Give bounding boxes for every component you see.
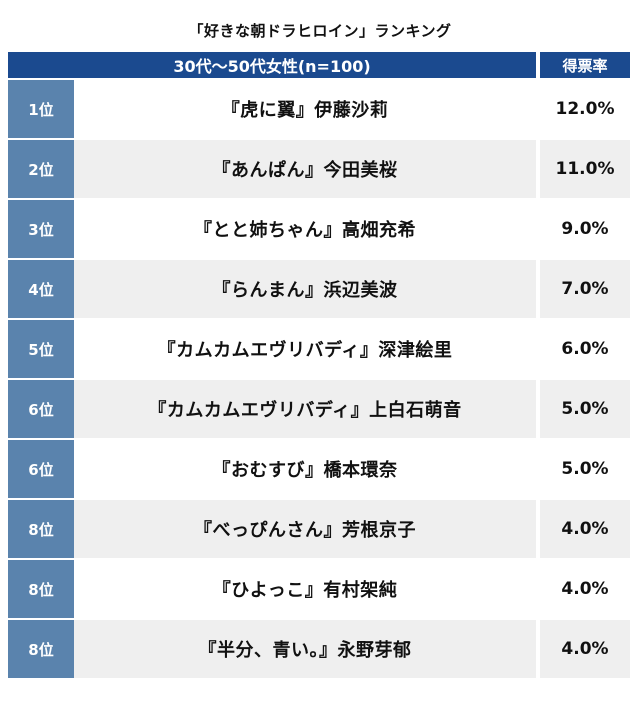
cell-gap [536,380,540,438]
heroine-name-cell: 『らんまん』浜辺美波 [74,260,536,318]
cell-gap [536,260,540,318]
table-row: 5位 『カムカムエヴリバディ』深津絵里 6.0% [8,320,630,378]
cell-gap [536,320,540,378]
table-row: 4位 『らんまん』浜辺美波 7.0% [8,260,630,318]
chart-title: 「好きな朝ドラヒロイン」ランキング [188,22,452,40]
table-row: 8位 『ひよっこ』有村架純 4.0% [8,560,630,618]
vote-rate-cell: 4.0% [540,620,630,678]
vote-rate-cell: 5.0% [540,380,630,438]
rank-cell: 3位 [8,200,74,258]
vote-rate-cell: 11.0% [540,140,630,198]
table-row: 3位 『とと姉ちゃん』高畑充希 9.0% [8,200,630,258]
vote-rate-cell: 4.0% [540,500,630,558]
rank-cell: 2位 [8,140,74,198]
rank-cell: 8位 [8,500,74,558]
rank-cell: 8位 [8,620,74,678]
cell-gap [536,560,540,618]
cell-gap [536,620,540,678]
heroine-name-cell: 『とと姉ちゃん』高畑充希 [74,200,536,258]
cell-gap [536,440,540,498]
table-row: 1位 『虎に翼』伊藤沙莉 12.0% [8,80,630,138]
vote-rate-cell: 7.0% [540,260,630,318]
heroine-name-cell: 『カムカムエヴリバディ』深津絵里 [74,320,536,378]
heroine-name-cell: 『おむすび』橋本環奈 [74,440,536,498]
heroine-name-cell: 『半分、青い。』永野芽郁 [74,620,536,678]
header-rate-label: 得票率 [540,52,630,78]
vote-rate-cell: 6.0% [540,320,630,378]
heroine-name-cell: 『べっぴんさん』芳根京子 [74,500,536,558]
header-segment: 30代〜50代女性(n=100) [8,52,536,78]
heroine-name-cell: 『カムカムエヴリバディ』上白石萌音 [74,380,536,438]
table-row: 6位 『おむすび』橋本環奈 5.0% [8,440,630,498]
heroine-name-cell: 『ひよっこ』有村架純 [74,560,536,618]
vote-rate-cell: 4.0% [540,560,630,618]
rank-cell: 8位 [8,560,74,618]
rank-cell: 1位 [8,80,74,138]
vote-rate-cell: 5.0% [540,440,630,498]
rank-cell: 6位 [8,440,74,498]
table-header: 30代〜50代女性(n=100) 得票率 [8,52,630,78]
rank-cell: 5位 [8,320,74,378]
ranking-table: 30代〜50代女性(n=100) 得票率 1位 『虎に翼』伊藤沙莉 12.0% 2位『… [8,52,630,680]
table-body: 1位 『虎に翼』伊藤沙莉 12.0% 2位 『あんぱん』今田美桜 11.0% 3位 『とと姉ち… [8,80,630,678]
heroine-name-cell: 『あんぱん』今田美桜 [74,140,536,198]
cell-gap [536,140,540,198]
cell-gap [536,200,540,258]
table-row: 2位 『あんぱん』今田美桜 11.0% [8,140,630,198]
table-row: 6位 『カムカムエヴリバディ』上白石萌音 5.0% [8,380,630,438]
table-row: 8位 『半分、青い。』永野芽郁 4.0% [8,620,630,678]
rank-cell: 4位 [8,260,74,318]
vote-rate-cell: 9.0% [540,200,630,258]
table-row: 8位 『べっぴんさん』芳根京子 4.0% [8,500,630,558]
rank-cell: 6位 [8,380,74,438]
cell-gap [536,80,540,138]
heroine-name-cell: 『虎に翼』伊藤沙莉 [74,80,536,138]
vote-rate-cell: 12.0% [540,80,630,138]
cell-gap [536,500,540,558]
